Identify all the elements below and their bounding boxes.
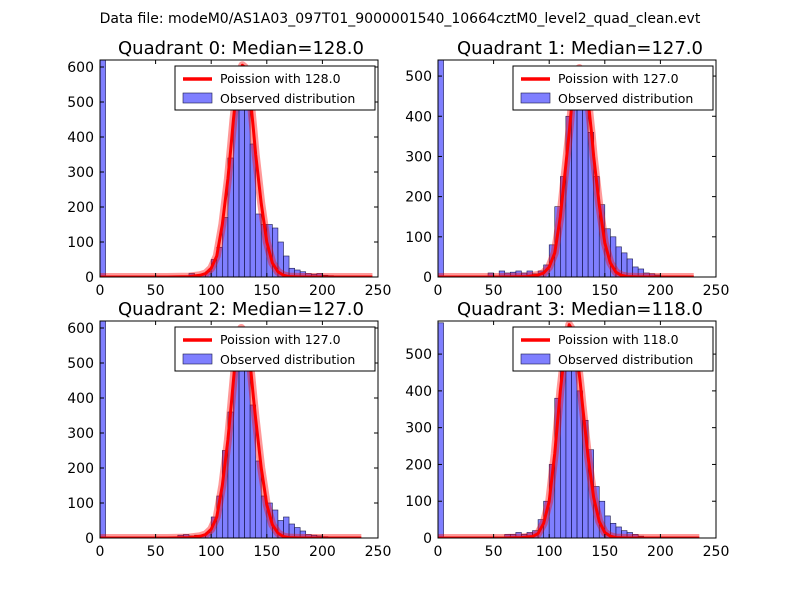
- histogram-bar: [249, 143, 256, 277]
- y-tick-label: 0: [423, 531, 432, 547]
- y-tick-label: 200: [67, 461, 94, 477]
- legend-label-poisson: Poission with 127.0: [220, 332, 341, 347]
- x-tick-label: 200: [647, 544, 674, 560]
- x-tick-label: 150: [591, 283, 618, 299]
- x-tick-label: 50: [485, 283, 503, 299]
- y-tick-label: 0: [85, 531, 94, 547]
- histogram-bar: [438, 60, 444, 277]
- quadrant-3-title: Quadrant 3: Median=118.0: [457, 299, 703, 320]
- axes-frame: [99, 59, 379, 278]
- y-tick-label: 100: [67, 235, 94, 251]
- histogram-bar: [283, 255, 290, 277]
- histogram-bar: [438, 322, 444, 538]
- x-tick-label: 200: [309, 283, 336, 299]
- y-tick-label: 300: [67, 426, 94, 442]
- x-tick-label: 50: [147, 544, 165, 560]
- legend-label-observed: Observed distribution: [220, 91, 355, 106]
- x-tick-label: 50: [485, 544, 503, 560]
- x-tick-label: 0: [434, 544, 443, 560]
- x-tick-label: 0: [96, 544, 105, 560]
- quadrant-3-plot: Quadrant 3: Median=118.0 0 50 100 150 200 250…: [405, 299, 729, 560]
- x-tick-label: 150: [253, 544, 280, 560]
- y-tick-label: 200: [67, 200, 94, 216]
- x-tick-label: 250: [703, 544, 730, 560]
- legend-bar-swatch: [182, 92, 213, 104]
- x-tick-label: 50: [147, 283, 165, 299]
- y-tick-label: 100: [405, 494, 432, 510]
- histogram-bar: [100, 321, 106, 538]
- legend-label-observed: Observed distribution: [220, 352, 355, 367]
- quadrant-0-title: Quadrant 0: Median=128.0: [118, 38, 364, 59]
- legend-label-observed: Observed distribution: [558, 91, 693, 106]
- x-tick-label: 250: [703, 283, 730, 299]
- quadrant-2-plot: Quadrant 2: Median=127.0 0 50 100 150 200 250…: [67, 299, 391, 560]
- legend-label-poisson: Poission with 127.0: [558, 71, 679, 86]
- y-tick-label: 500: [67, 95, 94, 111]
- y-tick-label: 400: [67, 130, 94, 146]
- quadrant-1-plot: Quadrant 1: Median=127.0 0 50 100 150 200 250…: [405, 38, 729, 299]
- y-tick-label: 100: [405, 230, 432, 246]
- quadrant-1-title: Quadrant 1: Median=127.0: [457, 38, 703, 59]
- x-tick-label: 150: [591, 544, 618, 560]
- x-tick-label: 250: [365, 544, 392, 560]
- legend-bar-swatch: [520, 92, 551, 104]
- y-tick-label: 200: [405, 190, 432, 206]
- axes-frame: [437, 320, 717, 539]
- y-tick-label: 300: [67, 165, 94, 181]
- quadrant-2-title: Quadrant 2: Median=127.0: [118, 299, 364, 320]
- x-tick-label: 250: [365, 283, 392, 299]
- y-tick-label: 500: [67, 356, 94, 372]
- y-tick-label: 600: [67, 60, 94, 76]
- axes-frame: [99, 320, 379, 539]
- x-tick-label: 100: [536, 283, 563, 299]
- y-tick-label: 300: [405, 149, 432, 165]
- x-tick-label: 200: [647, 283, 674, 299]
- legend-label-poisson: Poission with 118.0: [558, 332, 679, 347]
- legend: Poission with 128.0 Observed distribution: [174, 65, 376, 111]
- legend: Poission with 118.0 Observed distribution: [512, 326, 714, 372]
- y-tick-label: 0: [85, 270, 94, 286]
- legend: Poission with 127.0 Observed distribution: [174, 326, 376, 372]
- y-tick-label: 400: [405, 109, 432, 125]
- x-tick-label: 100: [536, 544, 563, 560]
- y-tick-label: 100: [67, 496, 94, 512]
- y-tick-label: 300: [405, 421, 432, 437]
- y-tick-label: 200: [405, 457, 432, 473]
- y-tick-label: 400: [67, 391, 94, 407]
- y-tick-label: 500: [405, 69, 432, 85]
- x-tick-label: 100: [198, 544, 225, 560]
- x-tick-label: 100: [198, 283, 225, 299]
- histogram-bar: [100, 60, 106, 277]
- y-tick-label: 500: [405, 347, 432, 363]
- legend-label-observed: Observed distribution: [558, 352, 693, 367]
- x-tick-label: 0: [434, 283, 443, 299]
- legend-label-poisson: Poission with 128.0: [220, 71, 341, 86]
- y-tick-label: 400: [405, 384, 432, 400]
- y-tick-label: 600: [67, 321, 94, 337]
- x-tick-label: 150: [253, 283, 280, 299]
- legend: Poission with 127.0 Observed distribution: [512, 65, 714, 111]
- legend-bar-swatch: [520, 353, 551, 365]
- x-tick-label: 0: [96, 283, 105, 299]
- x-tick-label: 200: [309, 544, 336, 560]
- legend-bar-swatch: [182, 353, 213, 365]
- figure-suptitle: Data file: modeM0/AS1A03_097T01_90000015…: [100, 11, 701, 27]
- y-tick-label: 0: [423, 270, 432, 286]
- axes-frame: [437, 59, 717, 278]
- quadrant-0-plot: Quadrant 0: Median=128.0 0 50 100 150 200 250…: [67, 38, 391, 299]
